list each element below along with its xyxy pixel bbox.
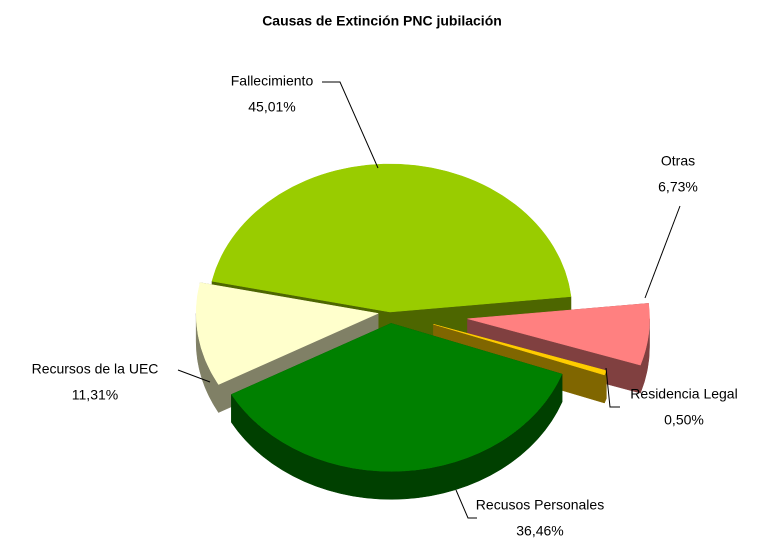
category-label: Fallecimiento: [231, 73, 314, 89]
value-label: 11,31%: [72, 387, 118, 403]
leader-line: [322, 81, 379, 169]
chart-title: Causas de Extinción PNC jubilación: [262, 13, 502, 29]
leader-line: [605, 367, 620, 408]
category-label: Otras: [661, 153, 695, 169]
slice: [195, 282, 379, 385]
slice-side: [604, 370, 607, 404]
category-label: Recusos Personales: [476, 497, 604, 513]
slice: [467, 303, 650, 366]
labels: Fallecimiento 45,01% Otras 6,73% Residencia …: [32, 73, 738, 539]
slice: [211, 163, 572, 313]
value-label: 0,50%: [664, 412, 704, 428]
value-label: 36,46%: [516, 523, 563, 539]
category-label: Recursos de la UEC: [32, 361, 159, 377]
pie: [195, 163, 650, 500]
leader-line: [644, 205, 681, 299]
value-label: 45,01%: [248, 99, 295, 115]
category-label: Residencia Legal: [630, 386, 737, 402]
value-label: 6,73%: [658, 179, 698, 195]
leader-line: [455, 489, 477, 519]
leader-line: [177, 369, 211, 383]
slice: [231, 323, 563, 472]
